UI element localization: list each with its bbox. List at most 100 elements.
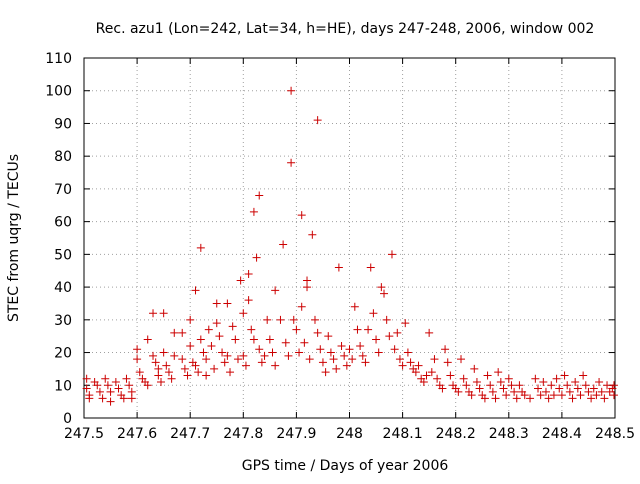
data-point-plus — [151, 358, 160, 367]
y-tick-label: 30 — [54, 313, 72, 329]
data-point-plus — [183, 371, 192, 380]
data-point-plus — [196, 243, 205, 252]
data-point-plus — [496, 378, 505, 386]
data-point-plus — [369, 309, 378, 318]
data-point-plus — [526, 394, 535, 403]
data-point-plus — [226, 368, 235, 377]
data-point-plus — [565, 387, 574, 396]
data-point-plus — [249, 207, 258, 216]
x-tick-label: 248.1 — [383, 426, 423, 442]
data-point-plus — [204, 325, 213, 334]
data-point-plus — [472, 378, 481, 386]
data-point-plus — [178, 328, 187, 337]
data-point-plus — [459, 374, 468, 383]
grid — [84, 58, 615, 418]
data-point-plus — [111, 378, 120, 386]
data-point-plus — [536, 391, 545, 400]
data-point-plus — [279, 240, 288, 249]
data-point-plus — [220, 358, 229, 367]
data-point-plus — [515, 381, 524, 390]
data-point-plus — [191, 361, 200, 370]
data-point-plus — [329, 355, 338, 364]
data-point-plus — [241, 361, 250, 370]
data-point-plus — [289, 315, 298, 324]
data-point-plus — [82, 374, 91, 383]
data-point-plus — [557, 391, 566, 400]
data-point-plus — [387, 250, 396, 259]
y-tick-label: 0 — [63, 411, 72, 427]
data-point-plus — [265, 335, 274, 344]
data-point-plus — [212, 299, 221, 308]
chart-title: Rec. azu1 (Lon=242, Lat=34, h=HE), days … — [96, 21, 595, 37]
data-point-plus — [143, 381, 152, 390]
data-point-plus — [571, 378, 580, 386]
data-point-plus — [196, 335, 205, 344]
x-tick-label: 248 — [336, 426, 363, 442]
data-point-plus — [233, 355, 242, 364]
data-point-plus — [600, 394, 609, 403]
data-point-plus — [491, 394, 500, 403]
data-point-plus — [223, 299, 232, 308]
data-point-plus — [260, 351, 269, 360]
data-point-plus — [180, 364, 189, 373]
data-point-plus — [425, 328, 434, 337]
data-point-plus — [584, 387, 593, 396]
data-point-plus — [480, 394, 489, 403]
data-point-plus — [164, 368, 173, 377]
data-point-plus — [292, 325, 301, 334]
data-point-plus — [300, 338, 309, 347]
data-point-plus — [186, 342, 195, 350]
data-point-plus — [98, 394, 107, 403]
data-point-plus — [457, 355, 466, 364]
data-point-plus — [156, 378, 165, 386]
data-point-plus — [438, 384, 447, 393]
x-tick-label: 248.5 — [595, 426, 635, 442]
x-tick-label: 247.8 — [223, 426, 263, 442]
data-point-plus — [223, 351, 232, 360]
data-point-plus — [361, 358, 370, 367]
data-point-plus — [494, 368, 503, 377]
data-point-plus — [127, 394, 136, 403]
data-point-plus — [398, 361, 407, 370]
data-points — [82, 86, 618, 406]
data-point-plus — [427, 368, 436, 377]
data-point-plus — [541, 387, 550, 396]
data-point-plus — [95, 387, 104, 396]
data-point-plus — [202, 371, 211, 380]
data-point-plus — [395, 355, 404, 364]
data-point-plus — [446, 371, 455, 380]
data-point-plus — [576, 391, 585, 400]
y-axis-label: STEC from uqrg / TECUs — [6, 154, 22, 322]
y-tick-label: 20 — [54, 346, 72, 362]
y-tick-label: 50 — [54, 247, 72, 263]
data-point-plus — [573, 384, 582, 393]
data-point-plus — [324, 332, 333, 341]
x-tick-label: 248.3 — [489, 426, 529, 442]
data-point-plus — [345, 345, 354, 354]
data-point-plus — [252, 253, 261, 262]
data-point-plus — [191, 286, 200, 295]
data-point-plus — [170, 328, 179, 337]
data-point-plus — [595, 378, 604, 386]
data-point-plus — [167, 374, 176, 383]
data-point-plus — [348, 355, 357, 364]
data-point-plus — [122, 374, 131, 383]
data-point-plus — [218, 348, 227, 357]
data-point-plus — [85, 394, 94, 403]
data-point-plus — [194, 368, 203, 377]
data-point-plus — [414, 361, 423, 370]
y-tick-label: 100 — [45, 84, 72, 100]
data-point-plus — [149, 351, 158, 360]
data-point-plus — [504, 374, 513, 383]
data-point-plus — [228, 322, 237, 331]
data-point-plus — [337, 342, 346, 350]
data-point-plus — [411, 368, 420, 377]
data-point-plus — [149, 309, 158, 318]
data-point-plus — [467, 391, 476, 400]
data-point-plus — [358, 351, 367, 360]
data-point-plus — [353, 325, 362, 334]
data-point-plus — [263, 315, 272, 324]
data-point-plus — [403, 348, 412, 357]
data-point-plus — [454, 387, 463, 396]
